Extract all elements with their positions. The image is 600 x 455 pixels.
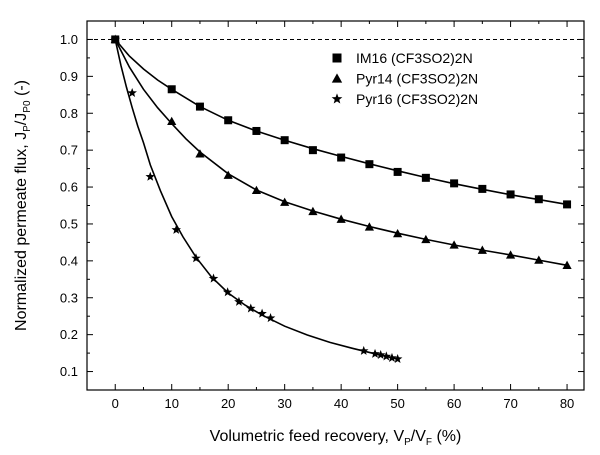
data-point-series2-15 [534, 255, 544, 264]
data-point-series3-6 [208, 273, 219, 283]
title-text: (%) [432, 428, 461, 445]
y-axis-title: Normalized permeate flux, JP/JP0 (-) [13, 80, 33, 331]
data-point-series3-2 [127, 87, 137, 97]
legend-label-2: Pyr14 (CF3SO2)2N [356, 71, 478, 87]
x-tick-label: 60 [447, 396, 461, 411]
x-tick-label: 30 [277, 396, 291, 411]
y-tick-label: 0.1 [60, 364, 78, 379]
data-point-series3-1 [110, 34, 120, 44]
y-tick-label: 0.2 [60, 327, 78, 342]
title-subscript: P [22, 125, 33, 132]
data-point-series2-5 [251, 185, 262, 195]
data-point-series3-3 [145, 171, 156, 181]
data-point-series2-8 [336, 214, 346, 223]
data-point-series1-12 [450, 179, 459, 188]
title-base: Volumetric feed recovery, V [210, 428, 405, 445]
data-point-series2-11 [421, 234, 431, 244]
data-point-series1-5 [252, 126, 261, 135]
data-point-series1-4 [224, 116, 233, 125]
data-point-series3-11 [265, 313, 276, 323]
data-point-series3-8 [234, 296, 244, 306]
legend-label-1: IM16 (CF3SO2)2N [356, 50, 473, 66]
y-tick-label: 0.5 [60, 216, 78, 231]
data-point-series1-8 [337, 153, 346, 162]
data-point-series3-16 [387, 352, 397, 362]
title-text: (-) [13, 80, 30, 100]
legend-marker-1 [332, 53, 342, 63]
data-point-series3-13 [370, 348, 380, 358]
x-axis-title: Volumetric feed recovery, VP/VF (%) [210, 428, 462, 448]
data-point-series2-10 [393, 228, 403, 238]
data-point-series1-3 [195, 102, 204, 111]
data-point-series1-15 [534, 195, 543, 204]
y-tick-label: 0.9 [60, 69, 78, 84]
data-point-series3-10 [257, 308, 267, 318]
legend-label-3: Pyr16 (CF3SO2)2N [356, 91, 478, 107]
y-tick-label: 0.6 [60, 180, 78, 195]
data-point-series2-13 [477, 245, 487, 254]
y-tick-label: 0.8 [60, 106, 78, 121]
y-tick-label: 1.0 [60, 32, 78, 47]
data-point-series1-9 [365, 160, 374, 169]
title-subscript: F [426, 437, 432, 448]
data-point-series2-4 [223, 170, 233, 179]
title-subscript: P [404, 437, 411, 448]
x-tick-label: 20 [221, 396, 235, 411]
axes: 0 10 20 30 40 50 60 70 80 0.1 0.2 0.3 0.4 0.5 0.6 0.7 0.… [60, 20, 585, 411]
data-point-series3-9 [246, 303, 256, 313]
data-point-series3-5 [191, 253, 201, 263]
data-point-series1-7 [308, 146, 317, 155]
y-tick-label: 0.3 [60, 290, 78, 305]
data-point-series2-9 [364, 222, 374, 231]
data-point-series1-13 [478, 184, 487, 193]
data-point-series3-14 [375, 349, 386, 359]
title-text: /V [411, 428, 426, 445]
x-tick-label: 80 [560, 396, 574, 411]
data-point-series2-14 [505, 250, 516, 259]
data-markers [110, 34, 572, 364]
data-point-series3-7 [222, 287, 233, 297]
title-base: Normalized permeate flux, J [13, 132, 30, 331]
legend-marker-2 [331, 73, 343, 83]
title-subscript: P0 [22, 100, 33, 113]
y-tick-label: 0.4 [60, 253, 78, 268]
x-tick-label: 0 [112, 396, 119, 411]
data-point-series1-14 [506, 190, 515, 199]
data-point-series2-16 [562, 260, 572, 269]
x-tick-label: 70 [503, 396, 517, 411]
data-point-series2-6 [280, 197, 290, 206]
x-tick-label: 50 [390, 396, 404, 411]
x-tick-label: 40 [334, 396, 348, 411]
data-point-series3-17 [392, 354, 403, 364]
data-point-series2-3 [195, 149, 205, 158]
data-point-series2-12 [449, 240, 459, 249]
data-point-series1-16 [563, 200, 572, 209]
data-point-series1-11 [421, 173, 430, 182]
data-point-series1-2 [167, 85, 176, 94]
data-point-series1-6 [280, 136, 289, 145]
data-point-series1-10 [393, 167, 402, 176]
data-point-series3-12 [358, 345, 369, 355]
data-point-series3-4 [171, 224, 181, 234]
legend-marker-3 [331, 93, 343, 104]
data-point-series3-15 [381, 351, 392, 361]
legend: IM16 (CF3SO2)2N Pyr14 (CF3SO2)2N Pyr16 (CF… [331, 50, 478, 107]
y-tick-label: 0.7 [60, 143, 78, 158]
data-point-series2-2 [167, 116, 177, 126]
x-tick-label: 10 [164, 396, 178, 411]
fit-curve-2 [114, 39, 568, 267]
title-text: /J [13, 113, 30, 125]
data-point-series2-7 [308, 206, 318, 216]
